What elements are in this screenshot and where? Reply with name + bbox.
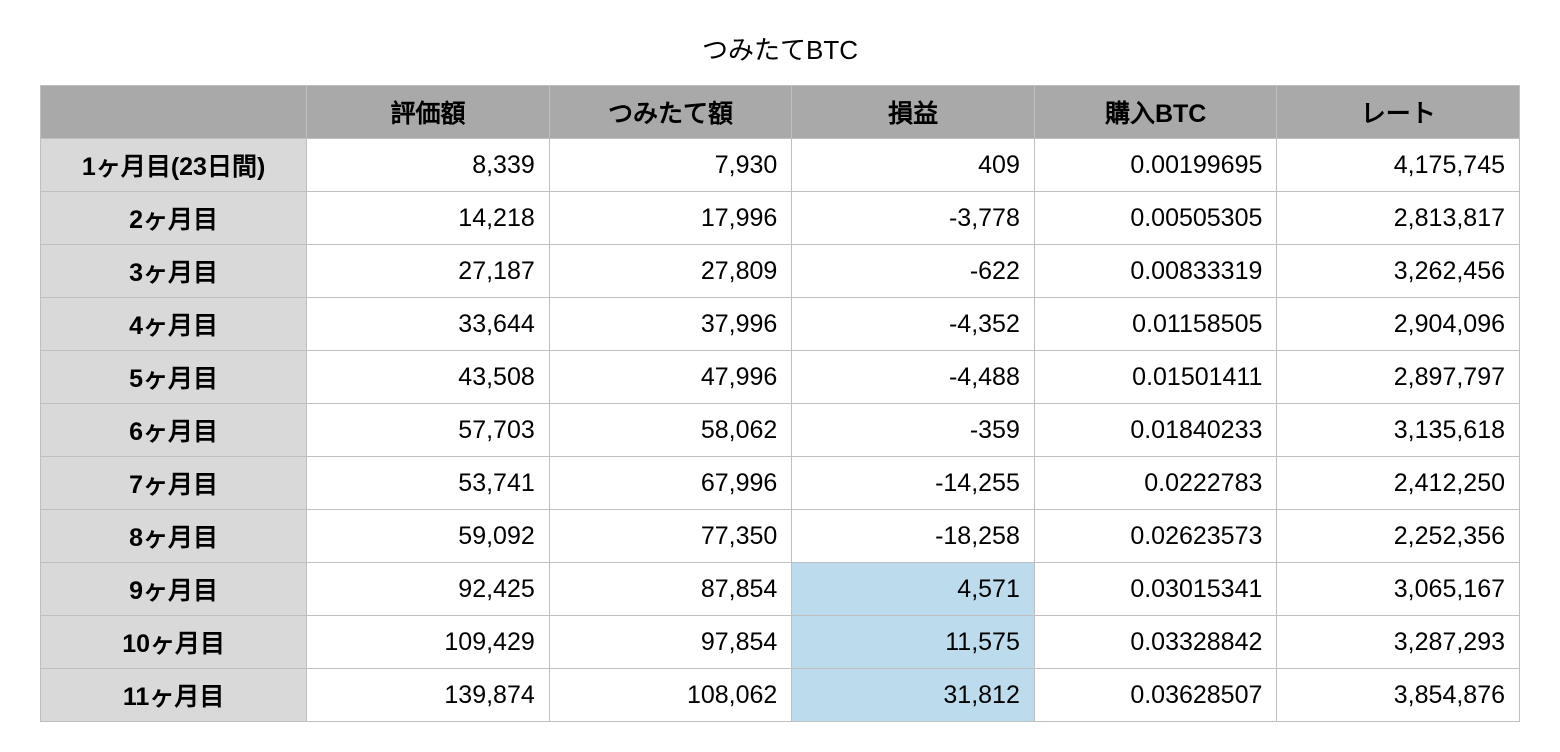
cell-deposit: 87,854 [549,563,792,616]
row-label: 4ヶ月目 [41,298,307,351]
col-header-blank [41,86,307,139]
cell-deposit: 108,062 [549,669,792,722]
row-label: 9ヶ月目 [41,563,307,616]
cell-valuation: 109,429 [307,616,550,669]
cell-deposit: 67,996 [549,457,792,510]
cell-deposit: 47,996 [549,351,792,404]
cell-valuation: 53,741 [307,457,550,510]
col-header-pl: 損益 [792,86,1035,139]
cell-deposit: 77,350 [549,510,792,563]
cell-rate: 3,287,293 [1277,616,1520,669]
cell-valuation: 57,703 [307,404,550,457]
cell-pl: -4,488 [792,351,1035,404]
cell-valuation: 139,874 [307,669,550,722]
table-row: 9ヶ月目92,42587,8544,5710.030153413,065,167 [41,563,1520,616]
cell-valuation: 27,187 [307,245,550,298]
table-row: 3ヶ月目27,18727,809-6220.008333193,262,456 [41,245,1520,298]
cell-pl: -18,258 [792,510,1035,563]
cell-btc: 0.02623573 [1034,510,1277,563]
cell-valuation: 14,218 [307,192,550,245]
cell-rate: 3,065,167 [1277,563,1520,616]
table-row: 10ヶ月目109,42997,85411,5750.033288423,287,… [41,616,1520,669]
cell-deposit: 27,809 [549,245,792,298]
cell-rate: 4,175,745 [1277,139,1520,192]
cell-rate: 2,252,356 [1277,510,1520,563]
cell-pl: -14,255 [792,457,1035,510]
table-row: 2ヶ月目14,21817,996-3,7780.005053052,813,81… [41,192,1520,245]
row-label: 6ヶ月目 [41,404,307,457]
table-row: 5ヶ月目43,50847,996-4,4880.015014112,897,79… [41,351,1520,404]
col-header-rate: レート [1277,86,1520,139]
cell-pl: 409 [792,139,1035,192]
cell-rate: 2,897,797 [1277,351,1520,404]
cell-btc: 0.03328842 [1034,616,1277,669]
cell-btc: 0.00833319 [1034,245,1277,298]
table-body: 1ヶ月目(23日間)8,3397,9304090.001996954,175,7… [41,139,1520,722]
table-row: 1ヶ月目(23日間)8,3397,9304090.001996954,175,7… [41,139,1520,192]
cell-deposit: 97,854 [549,616,792,669]
cell-rate: 3,262,456 [1277,245,1520,298]
cell-deposit: 58,062 [549,404,792,457]
cell-rate: 3,854,876 [1277,669,1520,722]
row-label: 11ヶ月目 [41,669,307,722]
col-header-valuation: 評価額 [307,86,550,139]
table-row: 11ヶ月目139,874108,06231,8120.036285073,854… [41,669,1520,722]
table-row: 4ヶ月目33,64437,996-4,3520.011585052,904,09… [41,298,1520,351]
table-row: 6ヶ月目57,70358,062-3590.018402333,135,618 [41,404,1520,457]
table-row: 7ヶ月目53,74167,996-14,2550.02227832,412,25… [41,457,1520,510]
btc-accumulation-table: 評価額 つみたて額 損益 購入BTC レート 1ヶ月目(23日間)8,3397,… [40,85,1520,722]
row-label: 3ヶ月目 [41,245,307,298]
cell-btc: 0.01158505 [1034,298,1277,351]
cell-btc: 0.03015341 [1034,563,1277,616]
cell-rate: 3,135,618 [1277,404,1520,457]
table-header-row: 評価額 つみたて額 損益 購入BTC レート [41,86,1520,139]
cell-valuation: 43,508 [307,351,550,404]
cell-btc: 0.01501411 [1034,351,1277,404]
row-label: 2ヶ月目 [41,192,307,245]
cell-btc: 0.01840233 [1034,404,1277,457]
cell-deposit: 17,996 [549,192,792,245]
cell-btc: 0.0222783 [1034,457,1277,510]
row-label: 1ヶ月目(23日間) [41,139,307,192]
cell-valuation: 59,092 [307,510,550,563]
row-label: 8ヶ月目 [41,510,307,563]
cell-valuation: 33,644 [307,298,550,351]
cell-valuation: 8,339 [307,139,550,192]
cell-btc: 0.00505305 [1034,192,1277,245]
cell-rate: 2,412,250 [1277,457,1520,510]
row-label: 7ヶ月目 [41,457,307,510]
col-header-deposit: つみたて額 [549,86,792,139]
cell-valuation: 92,425 [307,563,550,616]
cell-pl: 4,571 [792,563,1035,616]
cell-deposit: 7,930 [549,139,792,192]
cell-btc: 0.00199695 [1034,139,1277,192]
cell-pl: 11,575 [792,616,1035,669]
cell-pl: -4,352 [792,298,1035,351]
row-label: 5ヶ月目 [41,351,307,404]
row-label: 10ヶ月目 [41,616,307,669]
cell-btc: 0.03628507 [1034,669,1277,722]
page-title: つみたてBTC [40,30,1520,67]
cell-pl: -3,778 [792,192,1035,245]
cell-pl: -622 [792,245,1035,298]
cell-rate: 2,813,817 [1277,192,1520,245]
cell-pl: 31,812 [792,669,1035,722]
cell-deposit: 37,996 [549,298,792,351]
cell-pl: -359 [792,404,1035,457]
col-header-btc: 購入BTC [1034,86,1277,139]
cell-rate: 2,904,096 [1277,298,1520,351]
table-row: 8ヶ月目59,09277,350-18,2580.026235732,252,3… [41,510,1520,563]
